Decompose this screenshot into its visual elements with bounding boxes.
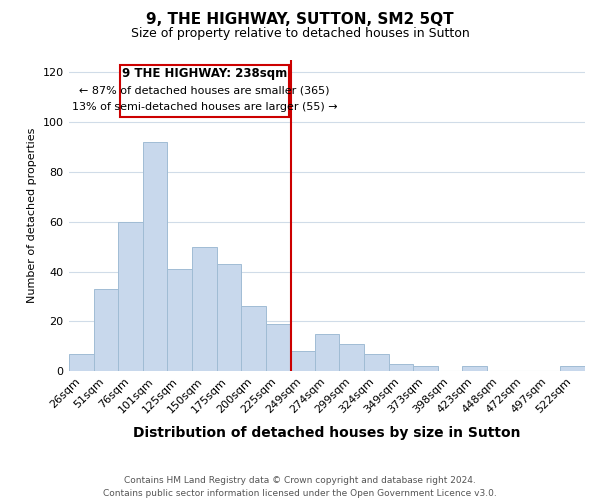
Text: ← 87% of detached houses are smaller (365): ← 87% of detached houses are smaller (36… [79, 86, 329, 96]
Bar [192, 246, 217, 371]
Bar [217, 264, 241, 371]
FancyBboxPatch shape [119, 65, 289, 117]
Bar [340, 344, 364, 371]
Bar [413, 366, 437, 371]
Bar [118, 222, 143, 371]
Text: 9, THE HIGHWAY, SUTTON, SM2 5QT: 9, THE HIGHWAY, SUTTON, SM2 5QT [146, 12, 454, 28]
Y-axis label: Number of detached properties: Number of detached properties [27, 128, 37, 303]
Bar [167, 269, 192, 371]
Bar [560, 366, 585, 371]
Bar [69, 354, 94, 371]
Bar [389, 364, 413, 371]
Bar [364, 354, 389, 371]
Bar [143, 142, 167, 371]
X-axis label: Distribution of detached houses by size in Sutton: Distribution of detached houses by size … [133, 426, 521, 440]
Bar [290, 351, 315, 371]
Bar [266, 324, 290, 371]
Bar [315, 334, 340, 371]
Text: Contains HM Land Registry data © Crown copyright and database right 2024.
Contai: Contains HM Land Registry data © Crown c… [103, 476, 497, 498]
Text: 13% of semi-detached houses are larger (55) →: 13% of semi-detached houses are larger (… [71, 102, 337, 112]
Bar [462, 366, 487, 371]
Text: Size of property relative to detached houses in Sutton: Size of property relative to detached ho… [131, 28, 469, 40]
Text: 9 THE HIGHWAY: 238sqm: 9 THE HIGHWAY: 238sqm [122, 68, 287, 80]
Bar [94, 289, 118, 371]
Bar [241, 306, 266, 371]
